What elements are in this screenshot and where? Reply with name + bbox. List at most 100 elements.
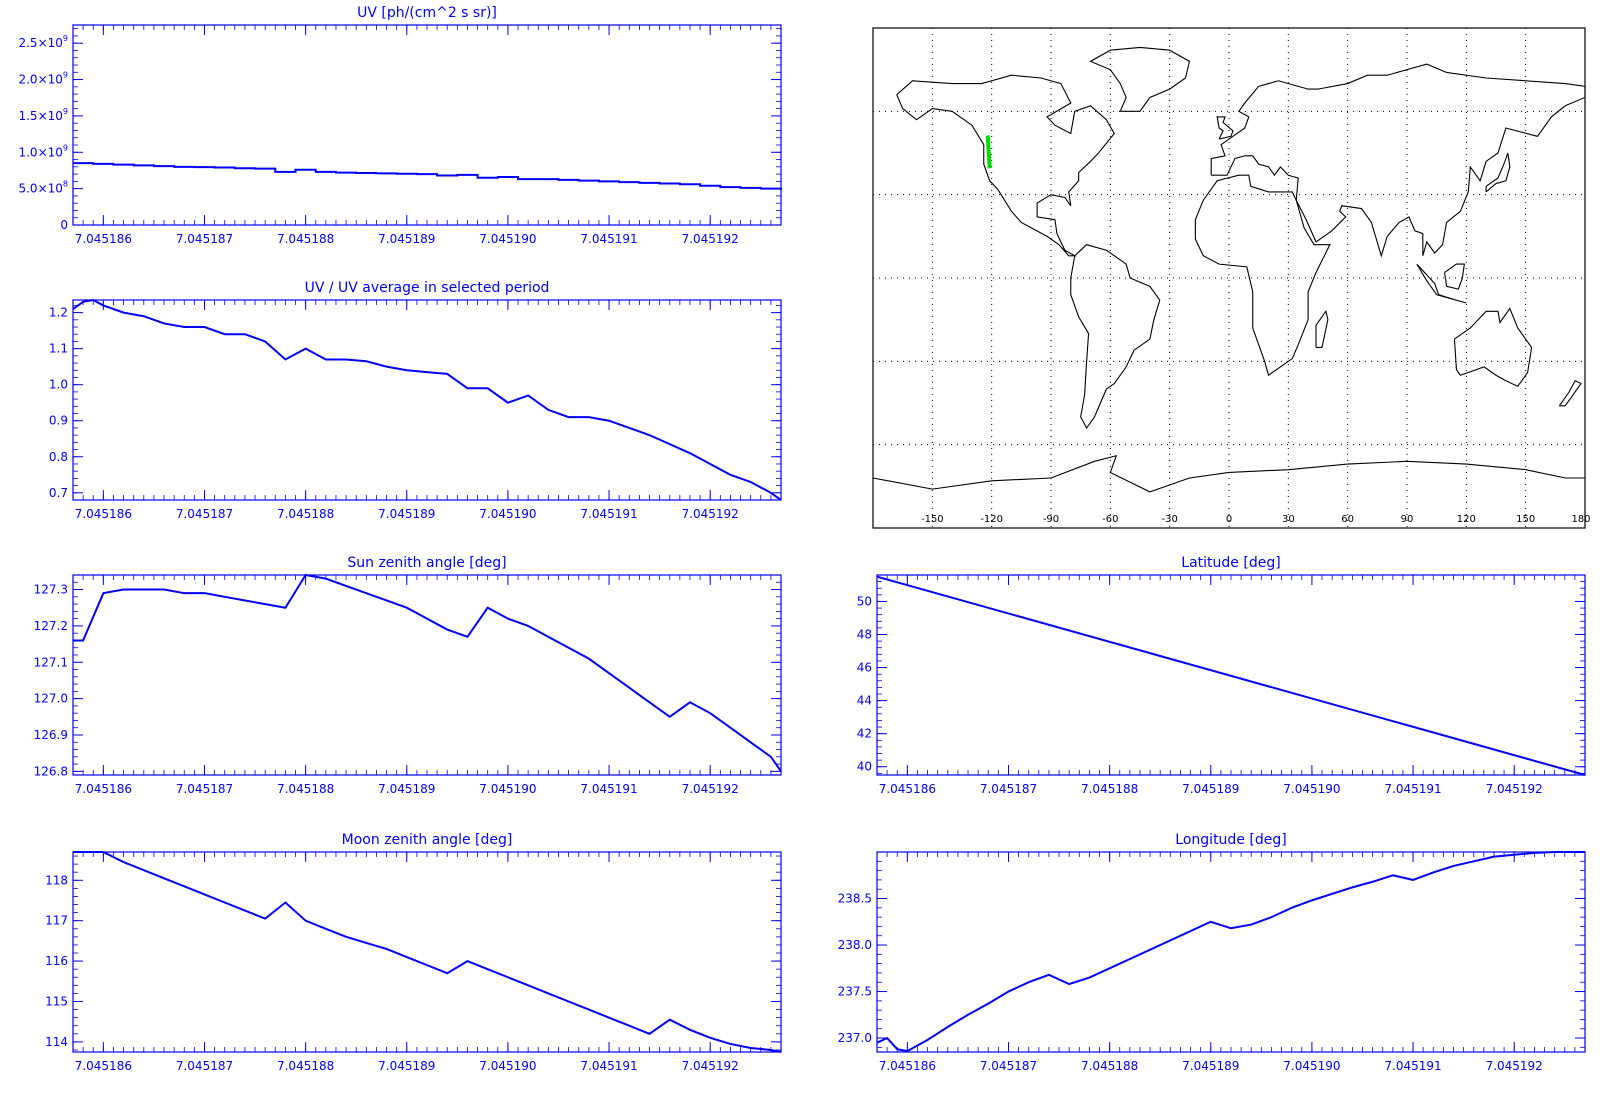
x-tick-label: 7.045188 xyxy=(277,782,334,796)
x-tick-label: 7.045187 xyxy=(176,507,233,521)
coastline-british-isles xyxy=(1216,116,1234,140)
x-tick-label: 7.045190 xyxy=(1283,782,1340,796)
x-tick-label: 7.045188 xyxy=(1081,782,1138,796)
x-tick-label: 7.045191 xyxy=(580,232,637,246)
x-tick-label: 7.045190 xyxy=(479,232,536,246)
y-tick-exponent: 9 xyxy=(63,34,68,43)
y-tick-exponent: 9 xyxy=(63,143,68,152)
lon-label: 120 xyxy=(1457,514,1476,525)
chart-ratio: UV / UV average in selected period 7.0451… xyxy=(49,280,782,521)
x-tick-label: 7.045192 xyxy=(682,232,739,246)
coastline-eurasia xyxy=(1210,63,1586,258)
coastline-north-america xyxy=(896,74,1115,257)
lon-label: 150 xyxy=(1516,514,1535,525)
x-tick-label: 7.045186 xyxy=(75,507,132,521)
coastline-japan xyxy=(1485,152,1511,193)
series-line xyxy=(73,851,782,1053)
chart-uv: UV [ph/(cm^2 s sr)] 7.045186 7.045187 7.045… xyxy=(18,5,782,246)
x-tick-label: 7.045191 xyxy=(1384,782,1441,796)
y-tick-mantissa: 0 xyxy=(60,218,68,232)
satellite-track xyxy=(985,135,992,169)
y-tick-label: 46 xyxy=(857,661,872,675)
coastline-africa xyxy=(1194,174,1331,377)
x-tick-label: 7.045192 xyxy=(682,782,739,796)
y-tick-label: 44 xyxy=(857,694,872,708)
x-tick-label: 7.045192 xyxy=(682,1059,739,1073)
y-tick-label: 50 xyxy=(857,594,872,608)
x-tick-label: 7.045190 xyxy=(479,1059,536,1073)
coastline-antarctica xyxy=(872,454,1585,493)
x-tick-label: 7.045187 xyxy=(980,782,1037,796)
x-tick-label: 7.045189 xyxy=(378,507,435,521)
coastline-borneo xyxy=(1444,263,1465,290)
x-tick-label: 7.045192 xyxy=(1486,782,1543,796)
chart-title: Longitude [deg] xyxy=(1175,832,1286,848)
x-tick-label: 7.045191 xyxy=(580,507,637,521)
y-tick-label: 114 xyxy=(45,1035,68,1049)
y-tick-label: 0.9 xyxy=(49,414,68,428)
y-tick-label: 1.2 xyxy=(49,306,68,320)
x-tick-label: 7.045192 xyxy=(682,507,739,521)
lon-label: 60 xyxy=(1341,514,1354,525)
lon-label: -90 xyxy=(1043,514,1059,525)
x-tick-label: 7.045186 xyxy=(75,232,132,246)
x-tick-label: 7.045191 xyxy=(580,782,637,796)
x-tick-label: 7.045189 xyxy=(378,232,435,246)
x-tick-label: 7.045187 xyxy=(980,1059,1037,1073)
series-line xyxy=(876,851,1585,1053)
y-tick-label: 1.1 xyxy=(49,342,68,356)
chart-title: UV / UV average in selected period xyxy=(305,280,550,296)
coastline-indonesia xyxy=(1416,263,1467,304)
y-tick-label: 117 xyxy=(45,914,68,928)
y-tick-label: 118 xyxy=(45,873,68,887)
chart-moon: Moon zenith angle [deg] 7.045186 7.045187 7… xyxy=(45,832,782,1073)
x-tick-label: 7.045188 xyxy=(1081,1059,1138,1073)
y-tick-exponent: 8 xyxy=(63,180,68,189)
y-tick-label: 1.0 xyxy=(49,378,68,392)
x-tick-label: 7.045187 xyxy=(176,782,233,796)
y-tick-label: 40 xyxy=(857,760,872,774)
y-tick-label: 237.0 xyxy=(838,1031,872,1045)
x-tick-label: 7.045187 xyxy=(176,232,233,246)
plot-frame xyxy=(72,24,782,226)
y-tick-label: 48 xyxy=(857,628,872,642)
map-frame xyxy=(872,27,1586,529)
y-tick-mantissa: 1.5×10 xyxy=(18,109,62,123)
coastline-greenland xyxy=(1089,46,1191,112)
y-tick-label: 115 xyxy=(45,994,68,1008)
series-line xyxy=(72,298,782,501)
x-tick-label: 7.045188 xyxy=(277,507,334,521)
x-tick-label: 7.045190 xyxy=(1283,1059,1340,1073)
y-tick-label: 2.5×109 xyxy=(18,34,68,50)
y-tick-mantissa: 2.5×10 xyxy=(18,36,62,50)
y-tick-label: 0.8 xyxy=(49,450,68,464)
y-tick-label: 42 xyxy=(857,727,872,741)
lon-label: 30 xyxy=(1282,514,1295,525)
chart-sun: Sun zenith angle [deg] 7.045186 7.045187 7.… xyxy=(34,555,782,796)
plot-frame xyxy=(72,299,782,501)
y-tick-label: 2.0×109 xyxy=(18,71,68,87)
chart-title: Moon zenith angle [deg] xyxy=(342,832,513,848)
x-tick-label: 7.045186 xyxy=(879,1059,936,1073)
x-tick-label: 7.045188 xyxy=(277,232,334,246)
y-tick-exponent: 9 xyxy=(63,71,68,80)
y-tick-label: 0 xyxy=(60,218,68,232)
plot-frame xyxy=(876,851,1586,1053)
lon-label: 0 xyxy=(1226,514,1232,525)
chart-title: UV [ph/(cm^2 s sr)] xyxy=(357,5,497,21)
x-tick-label: 7.045189 xyxy=(378,1059,435,1073)
y-tick-label: 1.5×109 xyxy=(18,107,68,123)
coastline-madagascar xyxy=(1315,310,1329,348)
x-tick-label: 7.045186 xyxy=(75,782,132,796)
series-line xyxy=(73,573,782,772)
lon-label: 180 xyxy=(1571,514,1590,525)
y-tick-label: 127.2 xyxy=(34,619,68,633)
lon-label: 90 xyxy=(1401,514,1414,525)
y-tick-label: 127.0 xyxy=(34,692,68,706)
y-tick-label: 116 xyxy=(45,954,68,968)
x-tick-label: 7.045186 xyxy=(879,782,936,796)
y-tick-label: 0.7 xyxy=(49,486,68,500)
world-map: -150 -120 -90 -60 -30 0 30 60 90 120 150 180 xyxy=(872,27,1591,529)
